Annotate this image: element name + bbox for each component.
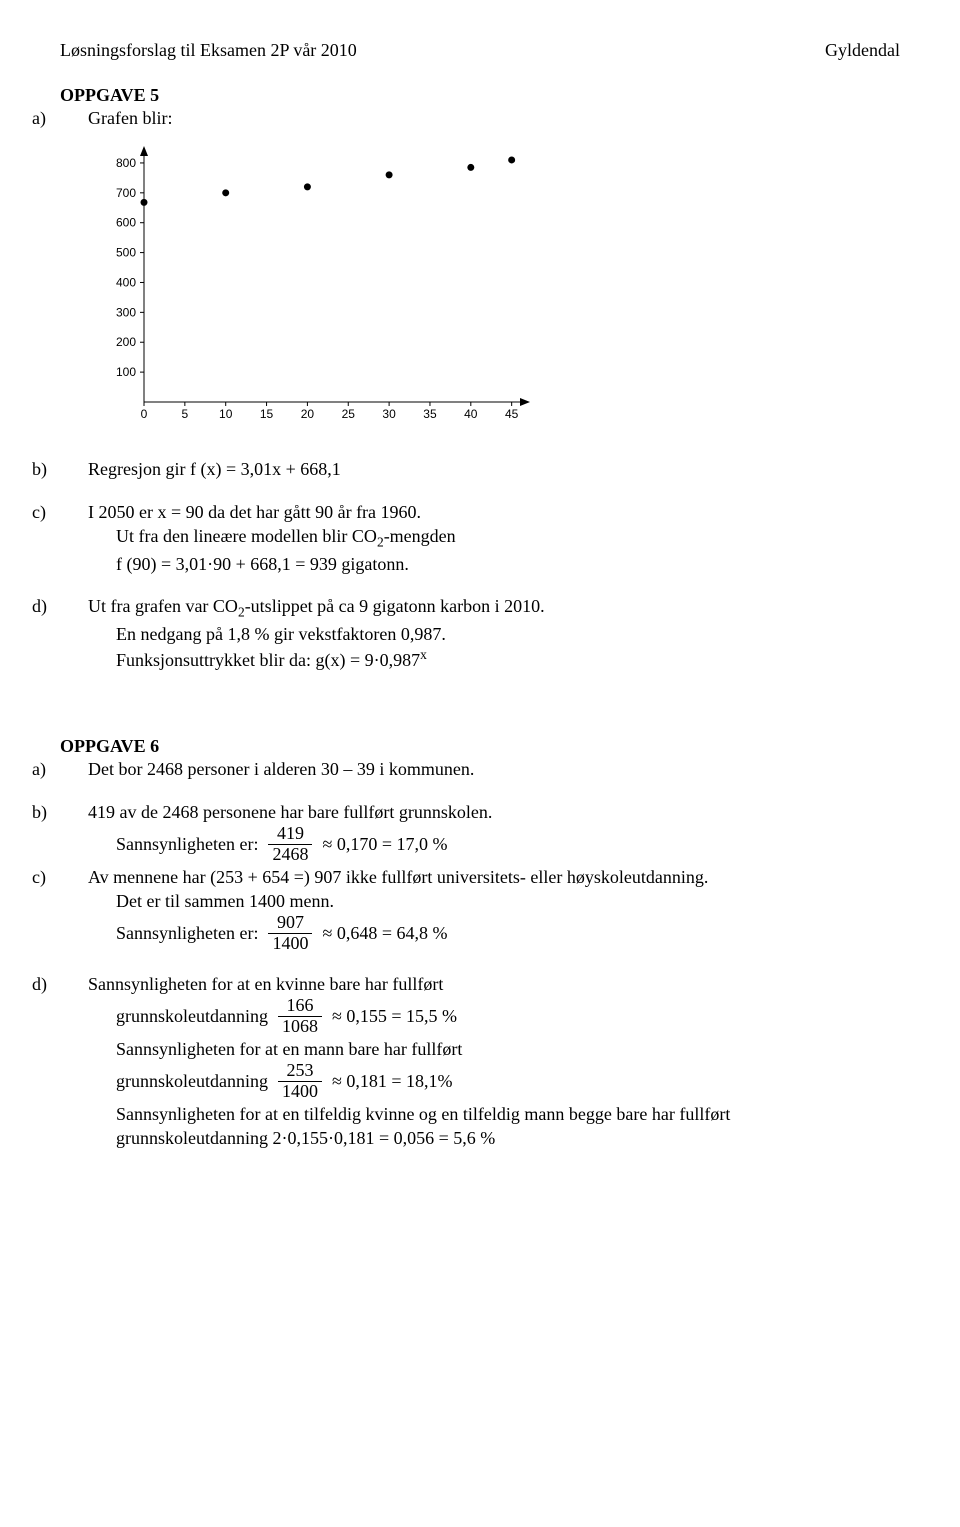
oppgave6-c-label: c) (60, 865, 88, 889)
oppgave5-d-line1a: Ut fra grafen var CO (88, 596, 238, 616)
oppgave6-d-label: d) (60, 972, 88, 996)
fraction-d1: 166 1068 (278, 996, 322, 1037)
svg-text:5: 5 (182, 407, 189, 421)
fraction-d1-den: 1068 (278, 1017, 322, 1037)
svg-text:200: 200 (116, 336, 136, 350)
oppgave5-chart: 0 5 10 15 20 25 30 35 40 45 100 200 300 400 500 600 700 8… (100, 138, 900, 433)
fraction-c-num: 907 (268, 913, 312, 934)
oppgave5-d-line2: En nedgang på 1,8 % gir vekstfaktoren 0,… (116, 622, 900, 646)
oppgave6-b-text: 419 av de 2468 personene har bare fullfø… (88, 802, 492, 822)
oppgave5-d-label: d) (60, 594, 88, 618)
svg-text:600: 600 (116, 216, 136, 230)
oppgave6-d-line5: Sannsynligheten for at en tilfeldig kvin… (116, 1102, 900, 1126)
oppgave6-d-line1: Sannsynligheten for at en kvinne bare ha… (88, 974, 443, 994)
fraction-c: 907 1400 (268, 913, 312, 954)
co2-subscript: 2 (377, 534, 384, 549)
oppgave6-d-line3: Sannsynligheten for at en mann bare har … (116, 1037, 900, 1061)
oppgave6-d2-pre: grunnskoleutdanning (116, 1067, 268, 1096)
svg-text:0: 0 (141, 407, 148, 421)
oppgave5-b-text: Regresjon gir f (x) = 3,01x + 668,1 (88, 459, 341, 479)
oppgave6-c-prob-pre: Sannsynligheten er: (116, 919, 258, 948)
oppgave5-d-line3a: Funksjonsuttrykket blir da: g(x) = 9·0,9… (116, 650, 420, 670)
svg-text:800: 800 (116, 156, 136, 170)
oppgave5-c-line2b: -mengden (384, 526, 456, 546)
oppgave5-title: OPPGAVE 5 (60, 85, 900, 106)
oppgave5-c-line1: I 2050 er x = 90 da det har gått 90 år f… (88, 502, 421, 522)
header-right: Gyldendal (825, 40, 900, 61)
fraction-b-den: 2468 (268, 845, 312, 865)
oppgave6-d2-result: ≈ 0,181 = 18,1% (332, 1067, 453, 1096)
oppgave6-a-label: a) (60, 757, 88, 781)
fraction-b: 419 2468 (268, 824, 312, 865)
oppgave6-d-line6: grunnskoleutdanning 2·0,155·0,181 = 0,05… (116, 1126, 900, 1150)
oppgave5-c-line2a: Ut fra den lineære modellen blir CO (116, 526, 377, 546)
oppgave6-c-result: ≈ 0,648 = 64,8 % (322, 919, 447, 948)
oppgave6-d1-pre: grunnskoleutdanning (116, 1002, 268, 1031)
svg-text:400: 400 (116, 276, 136, 290)
svg-text:35: 35 (423, 407, 437, 421)
svg-text:300: 300 (116, 306, 136, 320)
svg-text:10: 10 (219, 407, 233, 421)
oppgave6-c-line2: Det er til sammen 1400 menn. (116, 889, 900, 913)
svg-text:30: 30 (382, 407, 396, 421)
svg-text:700: 700 (116, 186, 136, 200)
exponent-x: x (420, 647, 427, 662)
svg-text:100: 100 (116, 365, 136, 379)
fraction-d1-num: 166 (278, 996, 322, 1017)
fraction-d2: 253 1400 (278, 1061, 322, 1102)
svg-text:20: 20 (301, 407, 315, 421)
svg-text:45: 45 (505, 407, 519, 421)
fraction-d2-den: 1400 (278, 1082, 322, 1102)
fraction-d2-num: 253 (278, 1061, 322, 1082)
fraction-c-den: 1400 (268, 934, 312, 954)
oppgave5-a-text: Grafen blir: (88, 108, 172, 128)
oppgave6-b-result: ≈ 0,170 = 17,0 % (322, 830, 447, 859)
oppgave5-d-line1b: -utslippet på ca 9 gigatonn karbon i 201… (245, 596, 545, 616)
oppgave5-c-label: c) (60, 500, 88, 524)
oppgave6-b-label: b) (60, 800, 88, 824)
oppgave5-b-label: b) (60, 457, 88, 481)
oppgave6-d1-result: ≈ 0,155 = 15,5 % (332, 1002, 457, 1031)
svg-text:500: 500 (116, 246, 136, 260)
scatter-chart-svg: 0 5 10 15 20 25 30 35 40 45 100 200 300 400 500 600 700 8… (100, 138, 540, 428)
svg-text:15: 15 (260, 407, 274, 421)
oppgave6-b-prob-pre: Sannsynligheten er: (116, 830, 258, 859)
svg-text:40: 40 (464, 407, 478, 421)
svg-text:25: 25 (342, 407, 356, 421)
header-left: Løsningsforslag til Eksamen 2P vår 2010 (60, 40, 357, 61)
oppgave6-c-line1: Av mennene har (253 + 654 =) 907 ikke fu… (88, 867, 708, 887)
oppgave6-a-text: Det bor 2468 personer i alderen 30 – 39 … (88, 759, 474, 779)
oppgave5-c-line3: f (90) = 3,01·90 + 668,1 = 939 gigatonn. (116, 552, 900, 576)
co2-subscript-2: 2 (238, 605, 245, 620)
oppgave6-title: OPPGAVE 6 (60, 736, 900, 757)
fraction-b-num: 419 (268, 824, 312, 845)
oppgave5-a-label: a) (60, 106, 88, 130)
